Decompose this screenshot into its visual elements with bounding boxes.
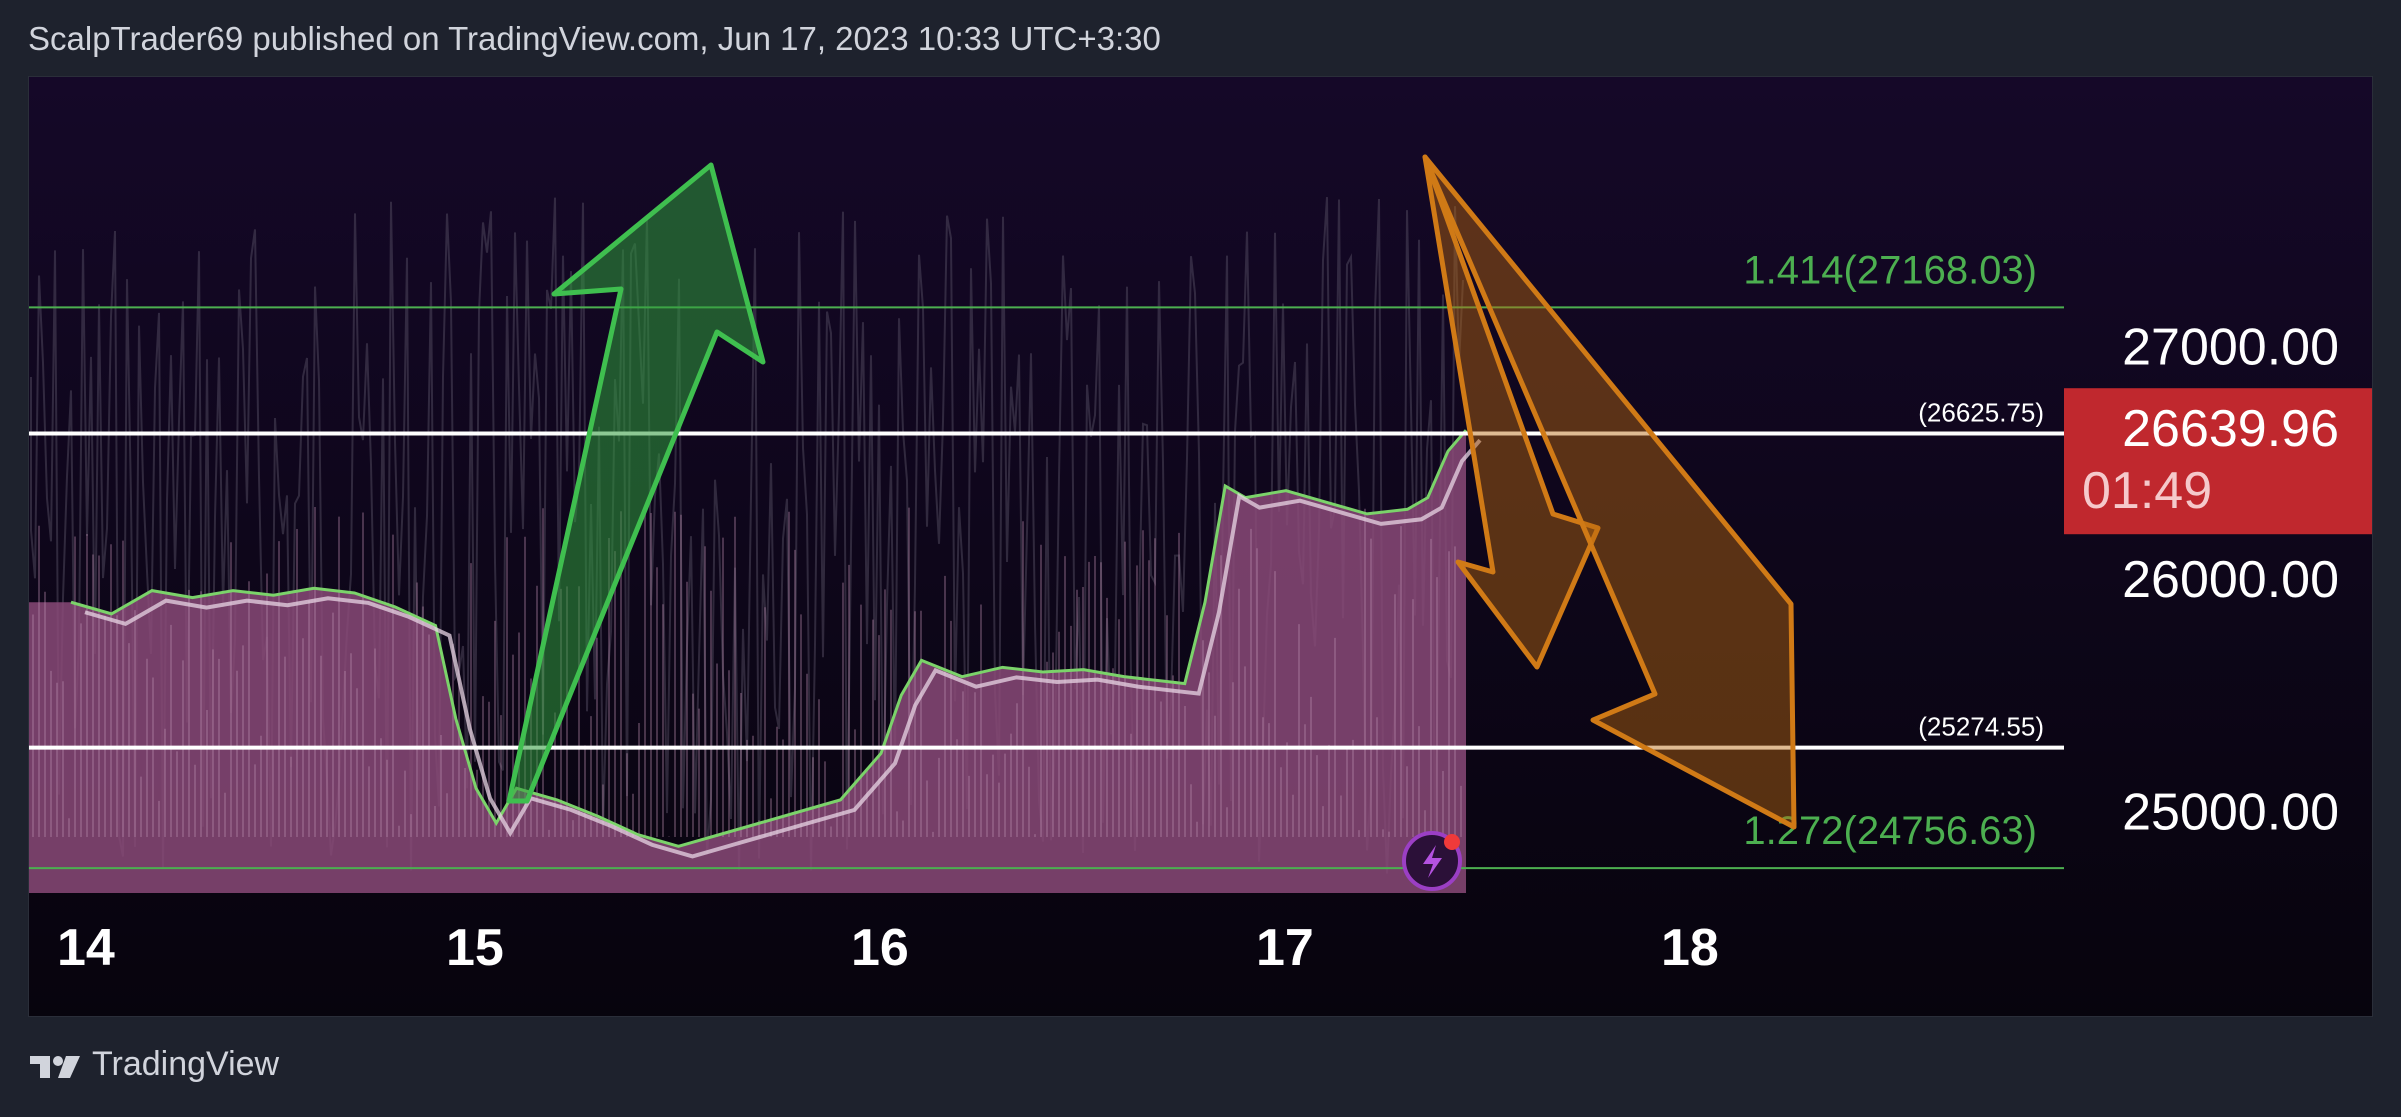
- x-tick-17: 17: [1256, 919, 1314, 977]
- x-tick-16: 16: [851, 919, 909, 977]
- level-label-1: (25274.55): [1918, 712, 2044, 742]
- footer-brand: TradingView: [92, 1045, 280, 1083]
- up-projection-arrow: [506, 162, 766, 804]
- x-tick-14: 14: [57, 919, 115, 977]
- countdown-text: 01:49: [2082, 462, 2212, 520]
- x-tick-15: 15: [446, 919, 504, 977]
- footer: TradingView: [28, 1045, 279, 1084]
- step-average-line: [84, 438, 1482, 859]
- down-projection-arrow-small: [1422, 154, 1601, 670]
- y-tick-27000.00: 27000.00: [2122, 319, 2339, 377]
- fib-label-0: 1.414(27168.03): [1743, 248, 2037, 292]
- price-series-line: [70, 429, 1468, 848]
- price-line-layer: [70, 429, 1482, 859]
- y-tick-25000.00: 25000.00: [2122, 784, 2339, 842]
- area-spike-lines: [32, 507, 1462, 837]
- tradingview-logo-icon: [30, 1055, 80, 1078]
- lightning-icon: [1402, 831, 1462, 891]
- level-label-0: (26625.75): [1918, 398, 2044, 428]
- current-price-badge: [2064, 388, 2372, 535]
- down-projection-arrow-large: [1422, 154, 1797, 830]
- price-chart[interactable]: (26625.75)(25274.55)1.414(27168.03)1.272…: [29, 77, 2373, 1017]
- x-tick-18: 18: [1661, 919, 1719, 977]
- current-price-text: 26639.96: [2122, 400, 2339, 458]
- axis-ticks-layer: 14 15 16 17 18 27000.00 26000.00 25000.00: [57, 319, 2339, 978]
- y-tick-26000.00: 26000.00: [2122, 551, 2339, 609]
- chart-panel[interactable]: (26625.75) (25274.55) 1.414(27168.03) 1.272…: [28, 76, 2373, 1017]
- publication-header: ScalpTrader69 published on TradingView.c…: [28, 20, 1161, 57]
- projection-arrows-layer: [506, 154, 1797, 830]
- price-area-fill: [29, 430, 1466, 893]
- price-area-layer: [29, 430, 1466, 893]
